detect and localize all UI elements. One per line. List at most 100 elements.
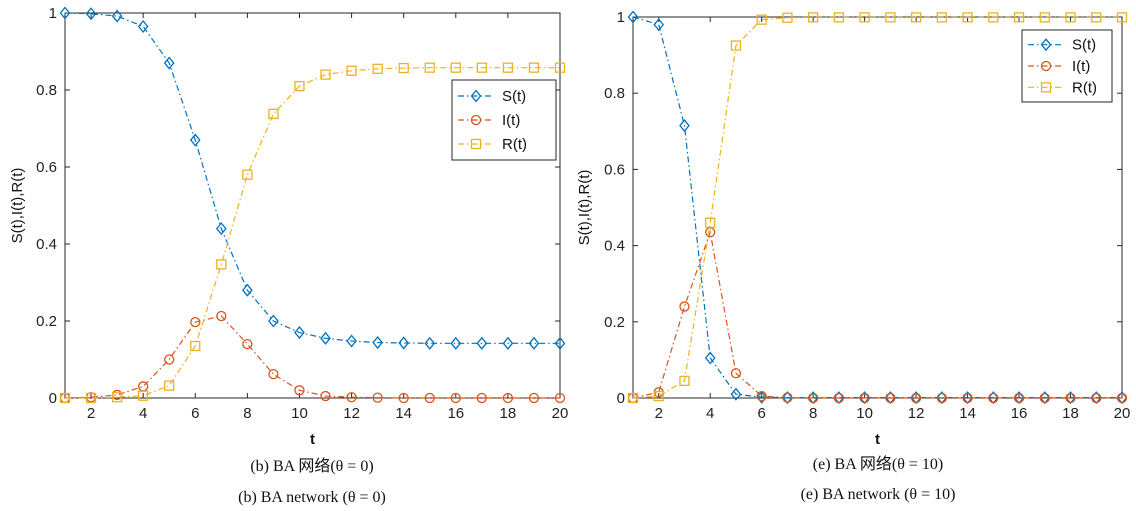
y-tick-label: 0.2 [36, 313, 57, 330]
data-point [808, 392, 819, 404]
data-point [137, 19, 149, 34]
y-axis-label: S(t),I(t),R(t) [576, 170, 593, 246]
data-point [476, 336, 488, 350]
data-point [111, 9, 123, 23]
data-point [294, 81, 305, 92]
data-point [189, 133, 201, 147]
data-point [627, 11, 639, 24]
data-point [627, 392, 639, 404]
data-point [1013, 392, 1025, 404]
x-tick-label: 20 [552, 405, 569, 422]
y-tick-label: 0.6 [604, 161, 625, 178]
data-point [1065, 12, 1076, 23]
data-point [1013, 12, 1025, 23]
data-point [320, 390, 331, 402]
legend-box [1021, 29, 1113, 103]
y-tick-label: 1 [49, 5, 57, 22]
data-point [190, 317, 201, 328]
y-tick-label: 0.4 [36, 236, 57, 253]
x-tick-label: 16 [1011, 405, 1028, 422]
data-point [528, 336, 540, 350]
x-tick-label: 12 [343, 405, 360, 422]
data-point [398, 62, 409, 74]
data-point [936, 392, 947, 404]
data-point [1039, 392, 1050, 404]
data-point [1116, 12, 1128, 23]
data-point [808, 12, 819, 23]
data-point [268, 368, 279, 380]
legend-label: I(t) [1072, 58, 1090, 75]
data-point [885, 12, 896, 23]
data-point [554, 392, 566, 404]
data-point [320, 69, 331, 80]
data-point [215, 222, 227, 236]
data-point [1039, 12, 1050, 23]
legend-marker [1040, 38, 1052, 52]
data-point [756, 14, 767, 25]
data-point [1091, 12, 1102, 23]
data-point [679, 119, 690, 133]
data-point [268, 314, 279, 328]
data-point [859, 392, 870, 404]
data-point [782, 392, 793, 403]
data-point [85, 392, 97, 404]
data-point [962, 12, 973, 23]
data-point [936, 12, 947, 23]
x-tick-label: 2 [87, 405, 95, 422]
x-tick-label: 8 [809, 405, 817, 422]
data-point [502, 336, 514, 350]
data-point [424, 336, 436, 350]
data-point [910, 392, 922, 404]
data-point [782, 12, 793, 23]
data-point [216, 259, 227, 270]
x-tick-label: 8 [243, 405, 251, 422]
y-tick-label: 0.2 [604, 314, 625, 331]
data-point [885, 392, 896, 404]
y-tick-label: 0.6 [36, 159, 57, 176]
x-tick-label: 12 [908, 405, 925, 422]
x-tick-label: 4 [706, 405, 714, 422]
data-point [502, 392, 514, 404]
legend-label: I(t) [502, 112, 520, 129]
series-line [632, 16, 1122, 399]
legend-label: S(t) [1072, 37, 1096, 54]
data-point [268, 108, 279, 120]
data-point [756, 390, 767, 402]
y-tick-label: 0.8 [604, 85, 625, 102]
y-axis-label: S(t),I(t),R(t) [9, 168, 26, 244]
legend-marker [1040, 82, 1052, 93]
legend: S(t) I(t) R(t) [451, 79, 557, 161]
data-point [910, 12, 922, 23]
data-point [242, 283, 253, 297]
data-point [346, 65, 357, 76]
data-point [730, 40, 742, 51]
data-point [138, 390, 149, 401]
series-rt [627, 12, 1128, 404]
data-point [164, 380, 175, 391]
x-tick-label: 18 [500, 405, 517, 422]
data-point [528, 392, 540, 404]
data-point [164, 354, 175, 365]
caption-english: (b) BA network (θ = 0) [238, 489, 386, 506]
data-point [450, 62, 461, 73]
legend: S(t) I(t) R(t) [1021, 29, 1113, 103]
data-point [554, 62, 566, 73]
y-tick-label: 0.4 [604, 238, 625, 255]
data-point [450, 392, 461, 404]
data-point [424, 62, 435, 73]
series-it [59, 310, 566, 404]
data-point [163, 56, 175, 70]
plot-area [64, 12, 561, 399]
x-axis-label: t [875, 431, 880, 448]
legend-marker [470, 114, 482, 126]
legend-marker [1040, 60, 1052, 72]
data-point [398, 336, 410, 350]
y-tick-label: 1 [617, 9, 625, 26]
data-point [372, 63, 383, 74]
data-point [476, 62, 487, 73]
series-st [59, 7, 566, 350]
x-tick-label: 20 [1114, 405, 1131, 422]
chart-panel-2: 2 4 6 8 10 12 14 16 18 20 0 0.2 0.4 0.6 0.8 1 t S(t),I(t)… [576, 9, 1130, 503]
legend-label: R(t) [502, 136, 527, 153]
